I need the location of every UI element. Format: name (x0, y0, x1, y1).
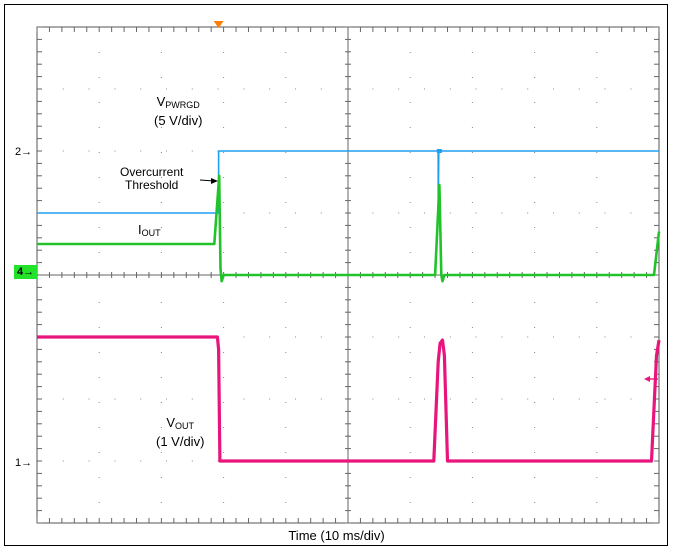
iout-label-sub: OUT (141, 228, 161, 238)
overcurrent-threshold-annotation: Overcurrent Threshold (120, 166, 183, 192)
iout-trace (37, 174, 661, 283)
annotation-line-2: Threshold (124, 178, 179, 192)
iout-label-main: I (138, 222, 142, 237)
vout-label: VOUT (1 V/div) (156, 415, 204, 449)
scope-screen-frame (4, 4, 668, 546)
channel-2-arrow: → (21, 146, 33, 158)
vout-edge-arrow-head (644, 376, 650, 382)
trigger-marker (213, 21, 224, 28)
vout-scale: (1 V/div) (156, 434, 205, 449)
vpwrgd-label: VPWRGD (5 V/div) (154, 94, 202, 128)
x-axis-label: Time (10 ms/div) (288, 528, 385, 543)
channel-4-marker: 4→ (14, 265, 38, 279)
vpwrgd-label-main: V (156, 94, 166, 109)
vpwrgd-label-sub: PWRGD (165, 100, 200, 110)
iout-label: IOUT (138, 222, 161, 241)
annotation-arrow-head (211, 178, 218, 184)
channel-1-number: 1 (15, 457, 22, 469)
channel-2-marker: 2→ (15, 146, 32, 158)
annotation-line-1: Overcurrent (120, 165, 184, 179)
channel-2-number: 2 (15, 146, 22, 158)
vout-trace (37, 335, 661, 463)
vout-label-main: V (166, 415, 176, 430)
channel-4-arrow: → (23, 266, 35, 278)
channel-4-number: 4 (17, 266, 24, 278)
channel-1-arrow: → (21, 457, 33, 469)
vout-label-sub: OUT (175, 421, 195, 431)
channel-1-marker: 1→ (15, 457, 32, 469)
vpwrgd-scale: (5 V/div) (154, 113, 203, 128)
vpwrgd-spike-dot (436, 149, 442, 153)
